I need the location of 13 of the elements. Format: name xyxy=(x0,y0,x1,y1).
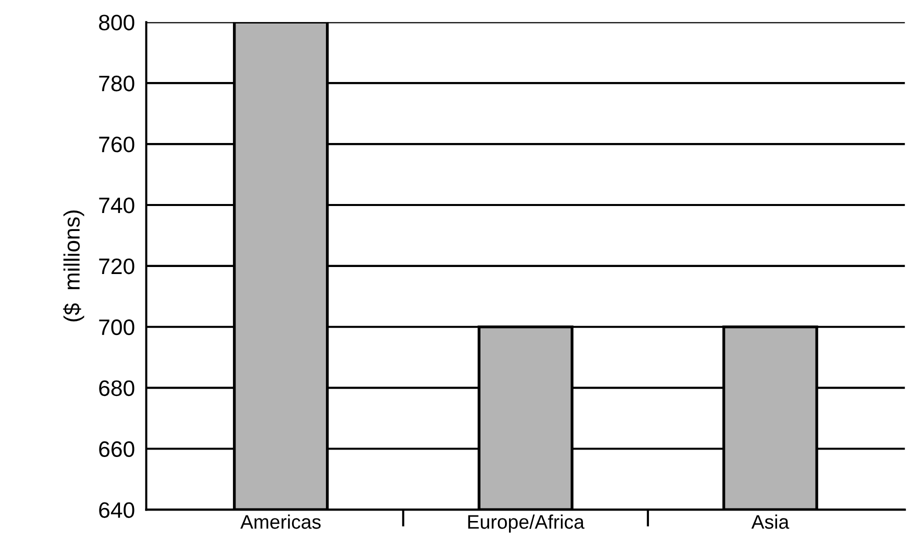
x-tick-label: Europe/Africa xyxy=(468,514,584,533)
y-axis-title: ($ millions) xyxy=(63,210,84,322)
y-tick-label: 660 xyxy=(99,441,134,458)
y-tick-label: 760 xyxy=(99,136,134,152)
y-tick-label: 640 xyxy=(99,502,134,518)
y-tick-label: 740 xyxy=(99,198,134,214)
x-tick-label: Asia xyxy=(751,514,790,529)
y-tick-label: 720 xyxy=(99,258,134,274)
y-tick-label: 780 xyxy=(99,76,134,92)
x-tick-label: Americas xyxy=(240,514,321,529)
y-tick-label: 700 xyxy=(99,319,134,336)
y-tick-label: 680 xyxy=(99,380,134,396)
y-tick-label: 800 xyxy=(99,14,134,30)
